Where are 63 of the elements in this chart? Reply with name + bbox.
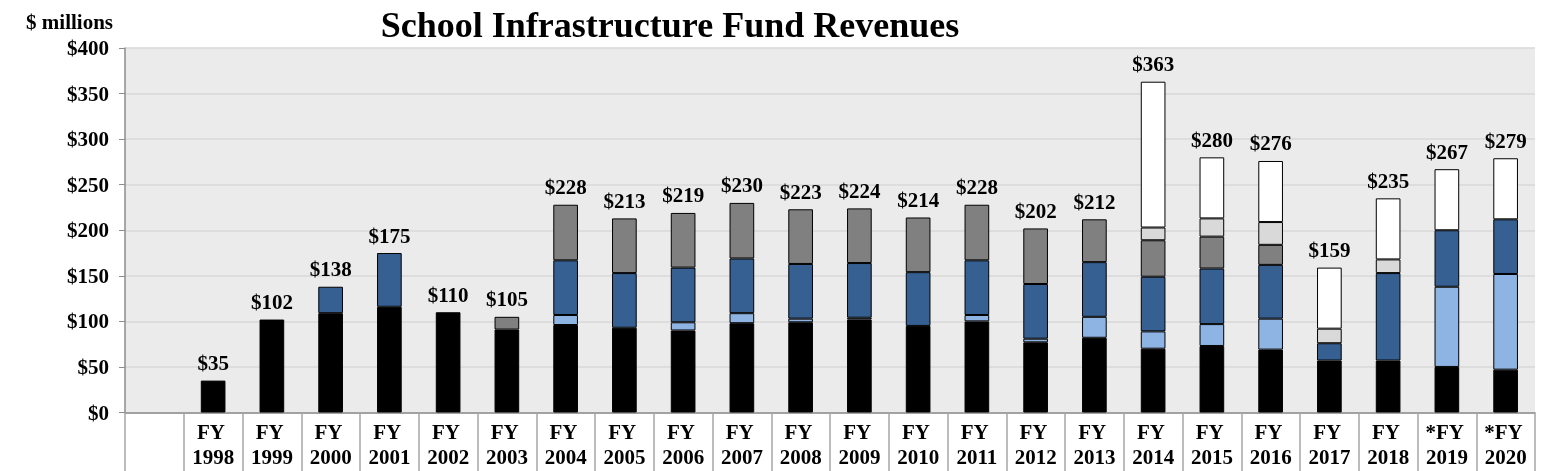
x-tick-label: FY 2007: [720, 420, 763, 469]
x-tick-label: FY 2005: [603, 420, 646, 469]
chart-title: School Infrastructure Fund Revenues: [380, 5, 960, 45]
y-tick-label: $0: [88, 400, 109, 425]
x-tick-label: FY 2014: [1132, 420, 1175, 469]
total-label: $202: [1014, 198, 1057, 223]
bar: [1023, 342, 1048, 413]
x-tick-label: *FY 2019: [1425, 420, 1469, 469]
y-tick-label: $100: [67, 309, 109, 334]
total-label: $214: [897, 187, 940, 212]
total-label: $267: [1425, 139, 1468, 164]
x-tick-label: FY 2003: [485, 420, 528, 469]
total-label: $228: [955, 175, 998, 200]
bar: [259, 319, 285, 413]
total-label: $228: [544, 175, 587, 200]
x-tick-label: FY 2001: [368, 420, 411, 469]
bar: [200, 380, 226, 413]
total-label: $102: [250, 290, 293, 315]
x-tick-label: FY 2004: [544, 420, 588, 469]
x-tick-label: *FY 2020: [1484, 420, 1528, 469]
bar: [435, 312, 461, 413]
total-label: $35: [197, 351, 229, 376]
x-tick-label: FY 2009: [838, 420, 881, 469]
x-tick-label: FY 2010: [897, 420, 940, 469]
y-tick-label: $350: [67, 81, 109, 106]
total-label: $279: [1484, 128, 1527, 153]
x-tick-label: FY 2011: [956, 420, 998, 469]
bar: [788, 322, 813, 413]
x-tick-label: FY 2012: [1014, 420, 1057, 469]
total-label: $219: [662, 183, 705, 208]
y-tick-label: $300: [67, 127, 109, 152]
x-tick-label: FY 2002: [427, 420, 470, 469]
total-label: $224: [838, 178, 881, 203]
total-label: $110: [427, 282, 469, 307]
x-tick-label: FY 2000: [309, 420, 352, 469]
total-label: $105: [485, 287, 528, 312]
x-tick-label: FY 2015: [1190, 420, 1233, 469]
x-tick-label: FY 2008: [779, 420, 822, 469]
x-tick-label: FY 1998: [192, 420, 235, 469]
total-label: $235: [1367, 168, 1410, 193]
total-label: $363: [1132, 52, 1175, 77]
y-axis-title: $ millions: [26, 9, 113, 34]
total-label: $138: [309, 257, 352, 282]
x-tick-label: FY 2006: [662, 420, 705, 469]
total-label: $212: [1073, 189, 1116, 214]
x-tick-label: FY 2016: [1249, 420, 1292, 469]
total-label: $175: [368, 223, 411, 248]
y-tick-label: $50: [77, 354, 109, 379]
bar: [847, 319, 872, 413]
y-tick-label: $200: [67, 218, 109, 243]
x-tick-label: FY 2018: [1367, 420, 1410, 469]
x-tick-label: FY 2017: [1308, 420, 1351, 469]
total-label: $223: [779, 179, 822, 204]
total-label: $159: [1308, 238, 1351, 263]
y-tick-label: $150: [67, 263, 109, 288]
y-tick-label: $400: [67, 36, 109, 60]
x-tick-label: FY 2013: [1073, 420, 1116, 469]
total-label: $230: [720, 173, 763, 198]
y-tick-label: $250: [67, 172, 109, 197]
total-label: $276: [1249, 131, 1292, 156]
total-label: $213: [603, 188, 646, 213]
x-tick-label: FY 1999: [250, 420, 293, 469]
total-label: $280: [1190, 127, 1233, 152]
